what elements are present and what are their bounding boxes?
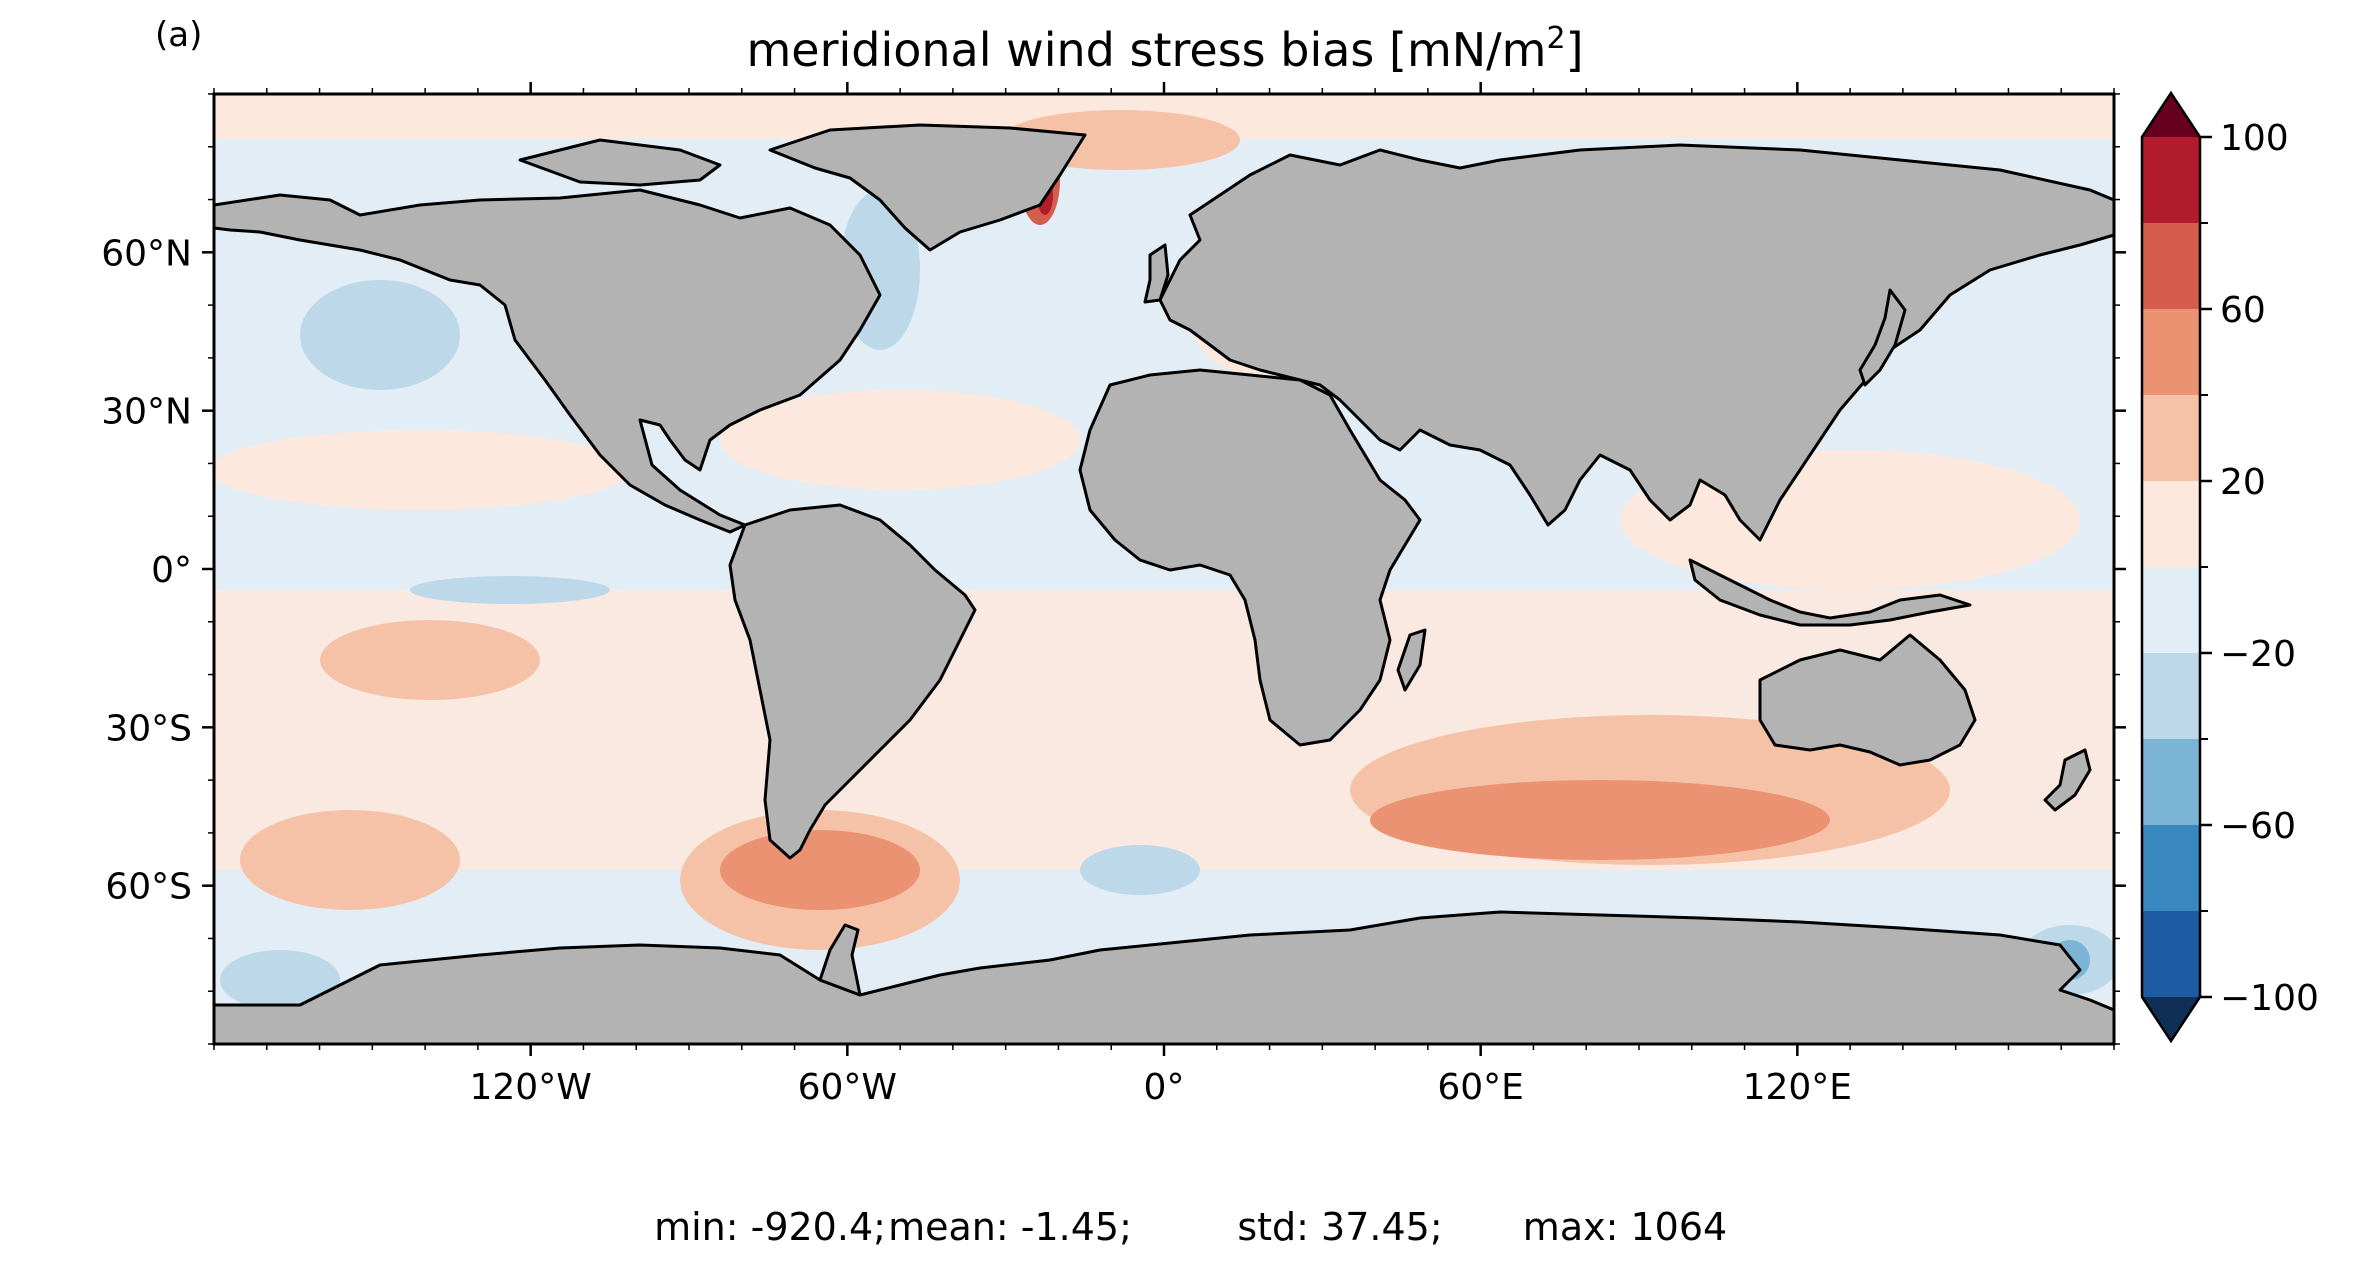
antarctic-peninsula [818,923,862,997]
colorbar-segment [2142,653,2200,739]
positive-patch [214,430,630,510]
colorbar: 100 60 20 −20 −60 −100 [2140,90,2319,1044]
lon-tick-label: 0° [1144,1067,1185,1108]
negative-patch [410,576,610,604]
positive-patch [320,620,540,700]
minor-ticks [208,88,2120,1050]
longitude-axis: 120°W 60°W 0° 60°E 120°E [470,82,1852,1108]
indonesia [1688,558,1972,627]
north-america [214,188,882,534]
colorbar-segment [2142,911,2200,997]
stat-max: max: 1064 [1523,1205,1727,1249]
greenland [768,123,1087,252]
antarctica [214,910,2114,1044]
japan [1858,288,1907,387]
colorbar-tick-label: −20 [2220,634,2296,675]
colorbar-tick-label: 20 [2220,462,2266,503]
lat-tick-label: 30°N [101,392,192,433]
colorbar-tick-label: 60 [2220,290,2266,331]
colorbar-tick-label: −100 [2220,978,2319,1019]
madagascar [1396,628,1427,692]
colorbar-segment [2142,223,2200,309]
lon-tick-label: 120°W [470,1067,592,1108]
panel-label: (a) [155,15,202,55]
negative-patch [220,950,340,1010]
negative-patch [300,280,460,390]
latitude-axis: 60°N 30°N 0° 30°S 60°S [101,233,2126,908]
colorbar-segment [2142,739,2200,825]
australia [1758,633,1977,767]
colorbar-tick-label: 100 [2220,118,2289,159]
land-masses [214,123,2114,1044]
africa [1078,368,1422,747]
lon-tick-label: 60°E [1437,1067,1524,1108]
colorbar-over-extension [2142,93,2200,137]
positive-patch [240,810,460,910]
colorbar-segment [2142,395,2200,481]
lat-tick-label: 0° [151,550,192,591]
statistics: min: -920.4; mean: -1.45; std: 37.45; ma… [654,1205,1727,1249]
negative-patch [1080,845,1200,895]
lat-tick-label: 60°S [105,867,192,908]
positive-patch [720,830,920,910]
colorbar-segment [2142,481,2200,567]
colorbar-segment [2142,825,2200,911]
colorbar-tick-label: −60 [2220,806,2296,847]
new-zealand [2043,748,2092,812]
positive-patch [720,390,1080,490]
map-title: meridional wind stress bias [mN/m2] [746,21,1583,77]
colorbar-segment [2142,567,2200,653]
colorbar-segment [2142,137,2200,223]
positive-patch [1370,780,1830,860]
colorbar-segment [2142,309,2200,395]
lon-tick-label: 60°W [798,1067,897,1108]
stat-std: std: 37.45; [1237,1205,1442,1249]
eurasia [1158,143,2114,542]
lon-tick-label: 120°E [1743,1067,1852,1108]
arctic-islands [518,138,722,187]
colorbar-under-extension [2142,997,2200,1041]
south-america [728,503,977,860]
lat-tick-label: 30°S [105,708,192,749]
lat-tick-label: 60°N [101,233,192,274]
stat-mean: mean: -1.45; [888,1205,1132,1249]
stat-min: min: -920.4; [654,1205,886,1249]
uk [1143,243,1170,304]
